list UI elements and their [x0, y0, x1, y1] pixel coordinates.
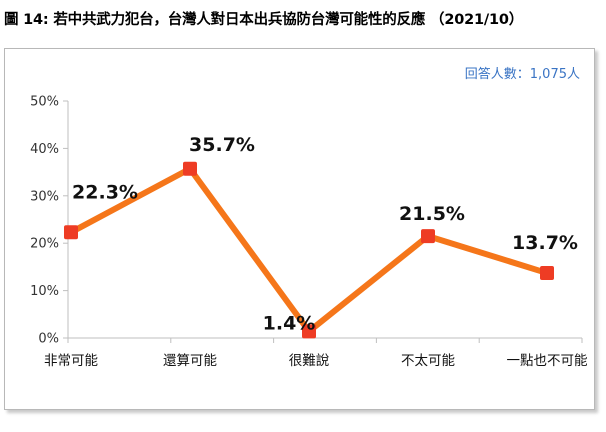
data-label: 21.5%: [399, 203, 465, 225]
x-axis-categories: 非常可能 還算可能 很難說 不太可能 一點也不可能: [44, 338, 588, 369]
x-category-label: 不太可能: [401, 353, 455, 369]
y-tick-label: 50%: [30, 95, 59, 110]
data-point-marker: [183, 161, 197, 176]
series-line-path: [69, 165, 548, 335]
y-tick-label: 10%: [30, 284, 59, 299]
y-tick-label: 30%: [30, 189, 59, 204]
data-label: 22.3%: [72, 181, 138, 203]
y-tick-label: 20%: [30, 237, 59, 252]
x-category-label: 一點也不可能: [507, 353, 588, 369]
y-tick-label: 40%: [30, 142, 59, 157]
y-tick-label: 0%: [38, 332, 59, 347]
data-label: 1.4%: [263, 312, 316, 334]
data-point-marker: [540, 266, 554, 281]
data-point-marker: [302, 324, 316, 339]
axes: [67, 101, 582, 339]
x-category-label: 還算可能: [163, 353, 217, 369]
y-axis-ticks: 0% 10% 20% 30% 40% 50%: [30, 95, 68, 347]
x-category-label: 非常可能: [44, 353, 98, 369]
line-chart: 0%10%20%30%40%50% 非常可能 還算可能 很難說 不太可能 一點也不可能 …: [30, 95, 588, 370]
series-line: [69, 165, 548, 335]
data-label: 13.7%: [512, 232, 578, 254]
data-labels: 22.3% 35.7% 1.4% 21.5% 13.7%: [72, 134, 578, 335]
data-point-marker: [64, 225, 78, 240]
respondent-count: 回答人數：1,075人: [464, 67, 580, 82]
chart-panel: 回答人數：1,075人 0% 10% 20% 30% 40% 50% 非常可能 還算可能 很難…: [4, 48, 595, 410]
figure-title: 圖 14: 若中共武力犯台，台灣人對日本出兵協防台灣可能性的反應 （2021/1…: [4, 12, 524, 28]
data-label: 35.7%: [189, 134, 255, 156]
data-point-marker: [421, 229, 435, 244]
x-category-label: 很難說: [289, 352, 330, 369]
data-markers: [64, 161, 554, 339]
